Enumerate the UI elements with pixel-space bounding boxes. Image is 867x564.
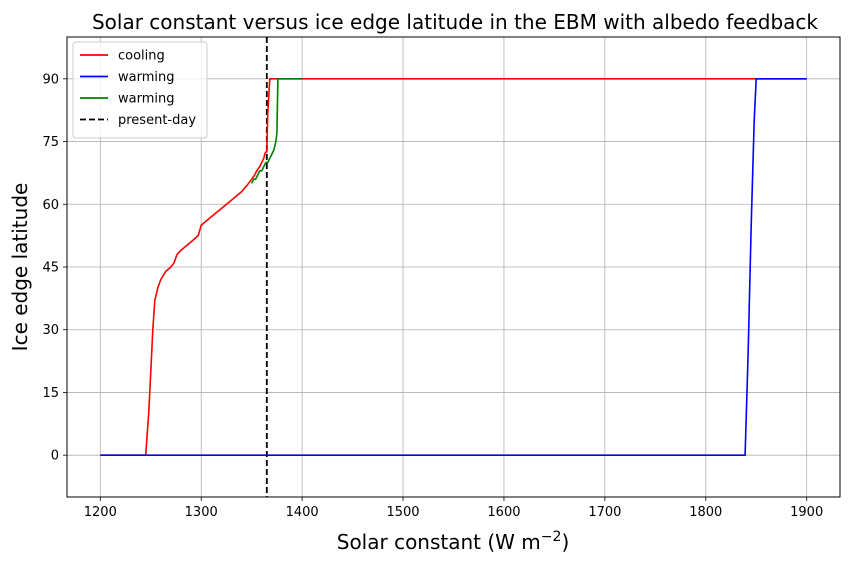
grid [67, 37, 840, 497]
legend-label: warming [118, 70, 174, 85]
x-axis-label: Solar constant (W m−2) [337, 529, 570, 554]
y-tick-label: 45 [42, 261, 59, 276]
x-tick-label: 1400 [286, 505, 319, 520]
y-tick-label: 75 [42, 135, 59, 150]
x-tick-label: 1800 [689, 505, 722, 520]
axis-ticks: 1200 1300 1400 1500 1600 1700 1800 1900 0 15 30 45 6… [42, 72, 823, 520]
x-tick-label: 1600 [487, 505, 520, 520]
x-tick-label: 1500 [386, 505, 419, 520]
legend-label: warming [118, 92, 174, 107]
y-tick-label: 30 [42, 323, 59, 338]
x-tick-label: 1200 [84, 505, 117, 520]
legend-label: present-day [118, 113, 196, 128]
y-tick-label: 0 [51, 449, 59, 464]
series-lines [100, 78, 807, 457]
series-line-warming-1 [100, 78, 807, 457]
x-axis-label-superscript: −2 [541, 529, 562, 545]
x-tick-label: 1700 [588, 505, 621, 520]
legend: cooling warming warming present-day [72, 41, 208, 139]
x-tick-label: 1900 [790, 505, 823, 520]
series-line-cooling-0 [100, 78, 807, 457]
y-axis-label: Ice edge latitude [8, 183, 32, 352]
y-tick-label: 90 [42, 72, 59, 87]
x-tick-label: 1300 [185, 505, 218, 520]
y-tick-label: 60 [42, 198, 59, 213]
legend-label: cooling [118, 49, 165, 64]
y-tick-label: 15 [42, 386, 59, 401]
x-axis-label-text: Solar constant (W m [337, 530, 541, 554]
x-axis-label-close: ) [561, 530, 569, 554]
legend-box [72, 41, 208, 139]
chart-title: Solar constant versus ice edge latitude … [92, 10, 818, 34]
series-line-warming-2 [250, 78, 303, 184]
